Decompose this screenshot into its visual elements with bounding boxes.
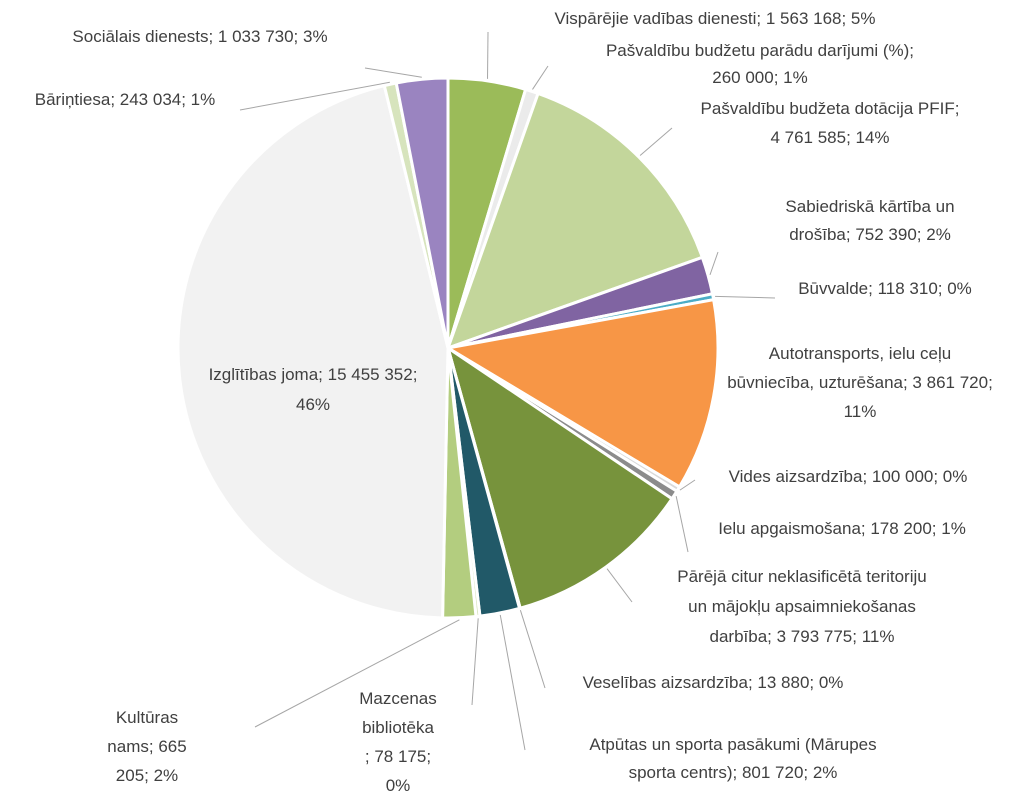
data-label: ; 78 175; — [365, 747, 431, 766]
leader-line — [639, 127, 673, 156]
pie-slice — [443, 297, 720, 489]
leader-line — [715, 295, 776, 299]
data-label: 46% — [296, 395, 330, 414]
data-label: 4 761 585; 14% — [770, 128, 889, 147]
leader-line — [364, 67, 422, 78]
data-label: Veselības aizsardzība; 13 880; 0% — [583, 673, 844, 692]
data-label: Sociālais dienests; 1 033 730; 3% — [72, 27, 327, 46]
leader-line — [675, 495, 689, 553]
data-label: Atpūtas un sporta pasākumi (Mārupes — [589, 735, 876, 754]
data-label: Kultūras — [116, 708, 178, 727]
data-label: 260 000; 1% — [712, 68, 807, 87]
data-label: darbība; 3 793 775; 11% — [710, 627, 895, 646]
pie-slice — [445, 344, 675, 611]
data-label: bibliotēka — [362, 718, 434, 737]
leader-line — [254, 619, 460, 728]
leader-line — [499, 614, 526, 751]
leader-line — [239, 81, 390, 111]
leader-line — [709, 251, 719, 276]
data-label: sporta centrs); 801 720; 2% — [629, 763, 838, 782]
data-label: Bāriņtiesa; 243 034; 1% — [35, 90, 216, 109]
pie-slice — [394, 76, 450, 349]
data-label: Pārējā citur neklasificētā teritoriju — [677, 567, 926, 586]
leader-line — [471, 618, 479, 706]
data-label: nams; 665 — [107, 737, 186, 756]
data-label: Vispārējie vadības dienesti; 1 563 168; … — [554, 9, 875, 28]
data-label: 11% — [844, 402, 877, 421]
data-label: Izglītības joma; 15 455 352; — [209, 365, 418, 384]
data-label: un mājokļu apsaimniekošanas — [688, 597, 916, 616]
data-label: drošība; 752 390; 2% — [789, 225, 951, 244]
data-label: Būvvalde; 118 310; 0% — [798, 279, 972, 298]
data-label: Pašvaldību budžetu parādu darījumi (%); — [606, 41, 914, 60]
data-label: 205; 2% — [116, 766, 178, 785]
pie-slice — [445, 91, 705, 351]
data-label: 0% — [386, 776, 411, 791]
data-label: Sabiedriskā kārtība un — [785, 197, 954, 216]
pie-slice — [176, 83, 450, 620]
data-label: Vides aizsardzība; 100 000; 0% — [729, 467, 968, 486]
data-label: Mazcenas — [359, 689, 436, 708]
leader-line — [519, 610, 546, 689]
leader-line — [606, 568, 633, 603]
data-label: Autotransports, ielu ceļu — [769, 344, 951, 363]
data-label: Ielu apgaismošana; 178 200; 1% — [718, 519, 966, 538]
leader-line — [679, 479, 696, 491]
data-label: būvniecība, uzturēšana; 3 861 720; — [727, 373, 993, 392]
leader-line — [532, 65, 549, 90]
data-label: Pašvaldību budžeta dotācija PFIF; — [701, 99, 960, 118]
